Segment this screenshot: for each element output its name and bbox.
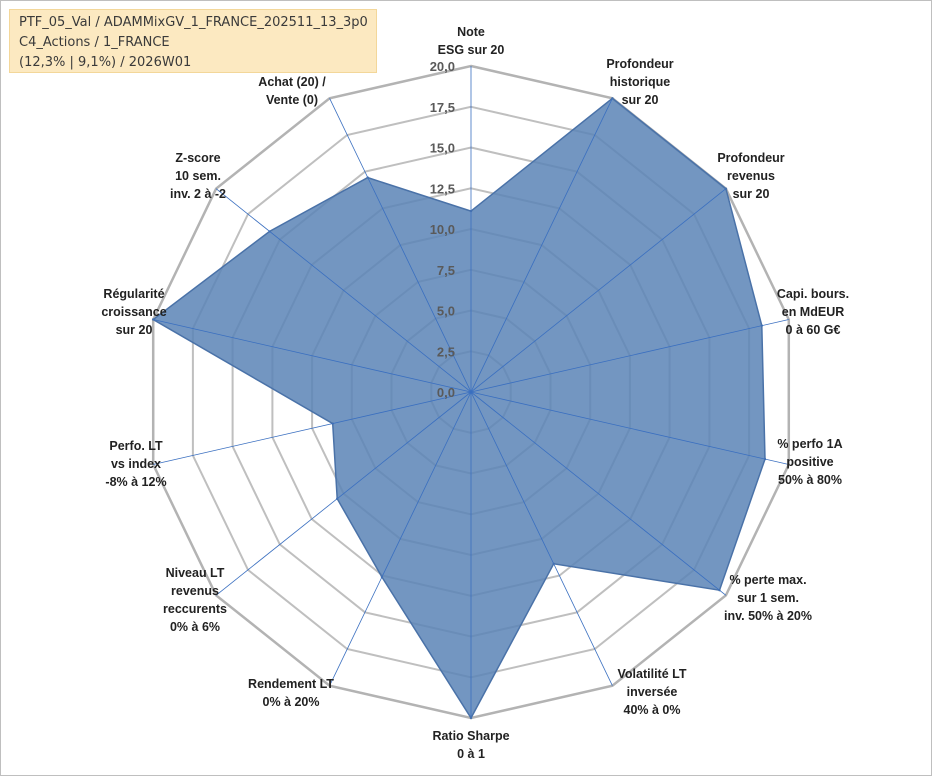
axis-label-line: vs index xyxy=(111,457,161,471)
spoke-10 xyxy=(153,391,472,465)
info-line-3: (12,3% | 9,1%) / 2026W01 xyxy=(19,55,192,70)
spoke-4 xyxy=(470,391,789,465)
tick-label: 0,0 xyxy=(437,385,455,400)
spoke-13 xyxy=(329,98,472,393)
axis-label-0: Note ESG sur 20 xyxy=(438,25,505,57)
spoke-5 xyxy=(470,391,727,596)
tick-label: 10,0 xyxy=(430,222,455,237)
axis-label-1: Profondeur historique sur 20 xyxy=(606,57,673,107)
axis-label-line: Régularité xyxy=(103,287,164,301)
axis-label-line: % perte max. xyxy=(729,573,806,587)
axis-label-line: Achat (20) / xyxy=(258,75,326,89)
radar-tick-labels: 0,0 2,5 5,0 7,5 10,0 12,5 15,0 17,5 20,0 xyxy=(430,59,455,400)
axis-label-line: Note xyxy=(457,25,485,39)
axis-label-line: reccurents xyxy=(163,602,227,616)
axis-label-line: 40% à 0% xyxy=(624,703,681,717)
axis-label-line: inv. 2 à -2 xyxy=(170,187,226,201)
spoke-3 xyxy=(470,319,789,393)
spoke-8 xyxy=(329,391,472,686)
spoke-11 xyxy=(153,319,472,393)
axis-label-line: % perfo 1A xyxy=(777,437,842,451)
axis-label-line: Vente (0) xyxy=(266,93,318,107)
axis-label-line: revenus xyxy=(727,169,775,183)
info-line-2: C4_Actions / 1_FRANCE xyxy=(19,35,170,50)
axis-label-line: Perfo. LT xyxy=(109,439,163,453)
axis-label-line: 0 à 60 G€ xyxy=(786,323,841,337)
axis-label-3: Capi. bours. en MdEUR 0 à 60 G€ xyxy=(777,287,849,337)
axis-label-line: Ratio Sharpe xyxy=(432,729,509,743)
axis-label-line: 0% à 6% xyxy=(170,620,220,634)
tick-label: 5,0 xyxy=(437,304,455,319)
spoke-12 xyxy=(215,188,472,393)
axis-label-10: Perfo. LT vs index -8% à 12% xyxy=(105,439,166,489)
axis-label-11: Régularité croissance sur 20 xyxy=(101,287,166,337)
axis-label-8: Rendement LT 0% à 20% xyxy=(248,677,334,709)
spoke-2 xyxy=(470,188,727,393)
axis-label-6: Volatilité LT inversée 40% à 0% xyxy=(618,667,687,717)
tick-label: 15,0 xyxy=(430,141,455,156)
axis-label-line: Rendement LT xyxy=(248,677,334,691)
axis-label-line: Profondeur xyxy=(717,151,784,165)
axis-label-line: historique xyxy=(610,75,670,89)
axis-label-line: positive xyxy=(786,455,833,469)
axis-label-5: % perte max. sur 1 sem. inv. 50% à 20% xyxy=(724,573,812,623)
axis-label-line: ESG sur 20 xyxy=(438,43,505,57)
axis-label-line: 10 sem. xyxy=(175,169,221,183)
axis-label-line: sur 20 xyxy=(622,93,659,107)
axis-label-7: Ratio Sharpe 0 à 1 xyxy=(432,729,509,761)
axis-label-12: Z-score 10 sem. inv. 2 à -2 xyxy=(170,151,226,201)
axis-label-line: Niveau LT xyxy=(166,566,225,580)
axis-label-line: inv. 50% à 20% xyxy=(724,609,812,623)
info-line-1: PTF_05_Val / ADAMMixGV_1_FRANCE_202511_1… xyxy=(19,15,368,30)
axis-label-line: Profondeur xyxy=(606,57,673,71)
axis-label-line: Z-score xyxy=(175,151,220,165)
radar-spokes xyxy=(153,66,789,718)
axis-label-line: sur 1 sem. xyxy=(737,591,799,605)
spoke-6 xyxy=(470,391,613,686)
tick-label: 12,5 xyxy=(430,181,455,196)
axis-label-line: croissance xyxy=(101,305,166,319)
axis-label-2: Profondeur revenus sur 20 xyxy=(717,151,784,201)
spoke-1 xyxy=(470,98,613,393)
axis-label-line: 50% à 80% xyxy=(778,473,842,487)
tick-label: 2,5 xyxy=(437,344,455,359)
axis-label-line: Capi. bours. xyxy=(777,287,849,301)
spoke-9 xyxy=(215,391,472,596)
axis-label-4: % perfo 1A positive 50% à 80% xyxy=(777,437,842,487)
axis-label-9: Niveau LT revenus reccurents 0% à 6% xyxy=(163,566,227,634)
axis-label-line: en MdEUR xyxy=(782,305,845,319)
tick-label: 7,5 xyxy=(437,263,455,278)
tick-label: 20,0 xyxy=(430,59,455,74)
axis-label-line: sur 20 xyxy=(733,187,770,201)
axis-label-line: -8% à 12% xyxy=(105,475,166,489)
axis-label-line: 0% à 20% xyxy=(263,695,320,709)
axis-label-line: 0 à 1 xyxy=(457,747,485,761)
info-box: PTF_05_Val / ADAMMixGV_1_FRANCE_202511_1… xyxy=(9,9,377,73)
axis-label-line: Volatilité LT xyxy=(618,667,687,681)
axis-label-line: revenus xyxy=(171,584,219,598)
axis-label-line: sur 20 xyxy=(116,323,153,337)
axis-label-line: inversée xyxy=(627,685,678,699)
radar-axis-labels: Note ESG sur 20 Profondeur historique sur 20… xyxy=(101,25,849,761)
tick-label: 17,5 xyxy=(430,100,455,115)
